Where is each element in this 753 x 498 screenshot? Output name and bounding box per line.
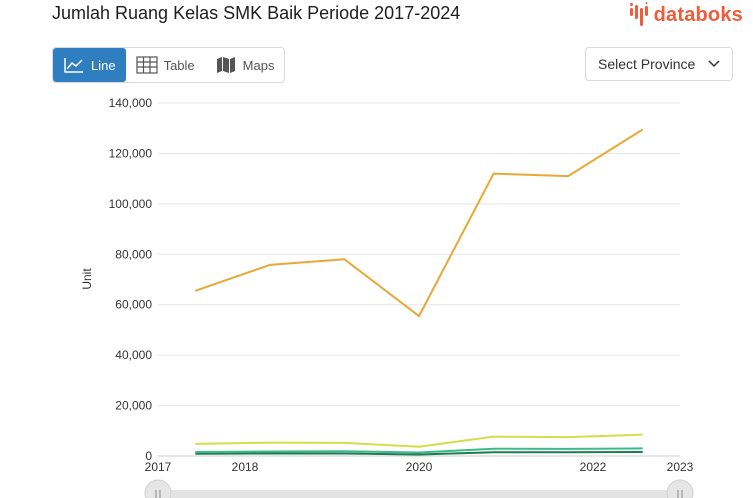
y-axis-label: Unit: [80, 268, 94, 290]
logo-text: databoks: [653, 3, 743, 26]
series-line: [194, 128, 644, 318]
tab-table[interactable]: Table: [126, 48, 205, 82]
y-tick-label: 20,000: [115, 399, 152, 413]
series-line: [195, 451, 643, 456]
view-tabs: Line Table Maps: [52, 47, 286, 83]
grid-lines: [158, 102, 680, 457]
province-select-label: Select Province: [598, 56, 696, 72]
range-slider-left-handle[interactable]: [144, 479, 172, 498]
y-tick-label: 0: [145, 449, 152, 463]
databoks-logo: databoks: [629, 2, 743, 28]
tab-maps[interactable]: Maps: [205, 48, 285, 82]
range-slider-right-handle[interactable]: [666, 479, 694, 498]
x-axis-ticks: 2017 2018 2020 2022 2023: [145, 460, 694, 474]
series-line: [195, 447, 643, 454]
x-tick-label: 2023: [667, 460, 694, 474]
y-tick-label: 120,000: [109, 146, 153, 160]
databoks-logo-icon: [629, 2, 648, 26]
chart-title: Jumlah Ruang Kelas SMK Baik Periode 2017…: [52, 3, 461, 23]
series-lines: [194, 128, 644, 456]
tab-line-label: Line: [91, 57, 116, 73]
range-slider-track[interactable]: [158, 490, 680, 498]
y-axis-ticks: 0 20,000 40,000 60,000 80,000 100,000 120,000 1…: [109, 96, 153, 463]
province-select[interactable]: Select Province: [585, 47, 733, 81]
series-line: [195, 433, 643, 448]
x-tick-label: 2020: [406, 460, 433, 474]
x-tick-label: 2017: [145, 460, 172, 474]
map-icon: [216, 57, 235, 73]
tab-maps-label: Maps: [242, 57, 275, 73]
line-chart-icon: [64, 58, 83, 73]
tab-line[interactable]: Line: [53, 48, 126, 82]
tab-table-label: Table: [163, 57, 195, 73]
y-tick-label: 60,000: [115, 298, 152, 312]
chevron-down-icon: [708, 60, 720, 68]
table-icon: [135, 56, 158, 74]
range-slider[interactable]: [144, 479, 694, 498]
y-tick-label: 100,000: [109, 197, 153, 211]
y-tick-label: 80,000: [115, 247, 152, 261]
x-tick-label: 2018: [232, 460, 259, 474]
y-tick-label: 140,000: [109, 96, 153, 110]
x-tick-label: 2022: [580, 460, 607, 474]
y-tick-label: 40,000: [115, 348, 152, 362]
